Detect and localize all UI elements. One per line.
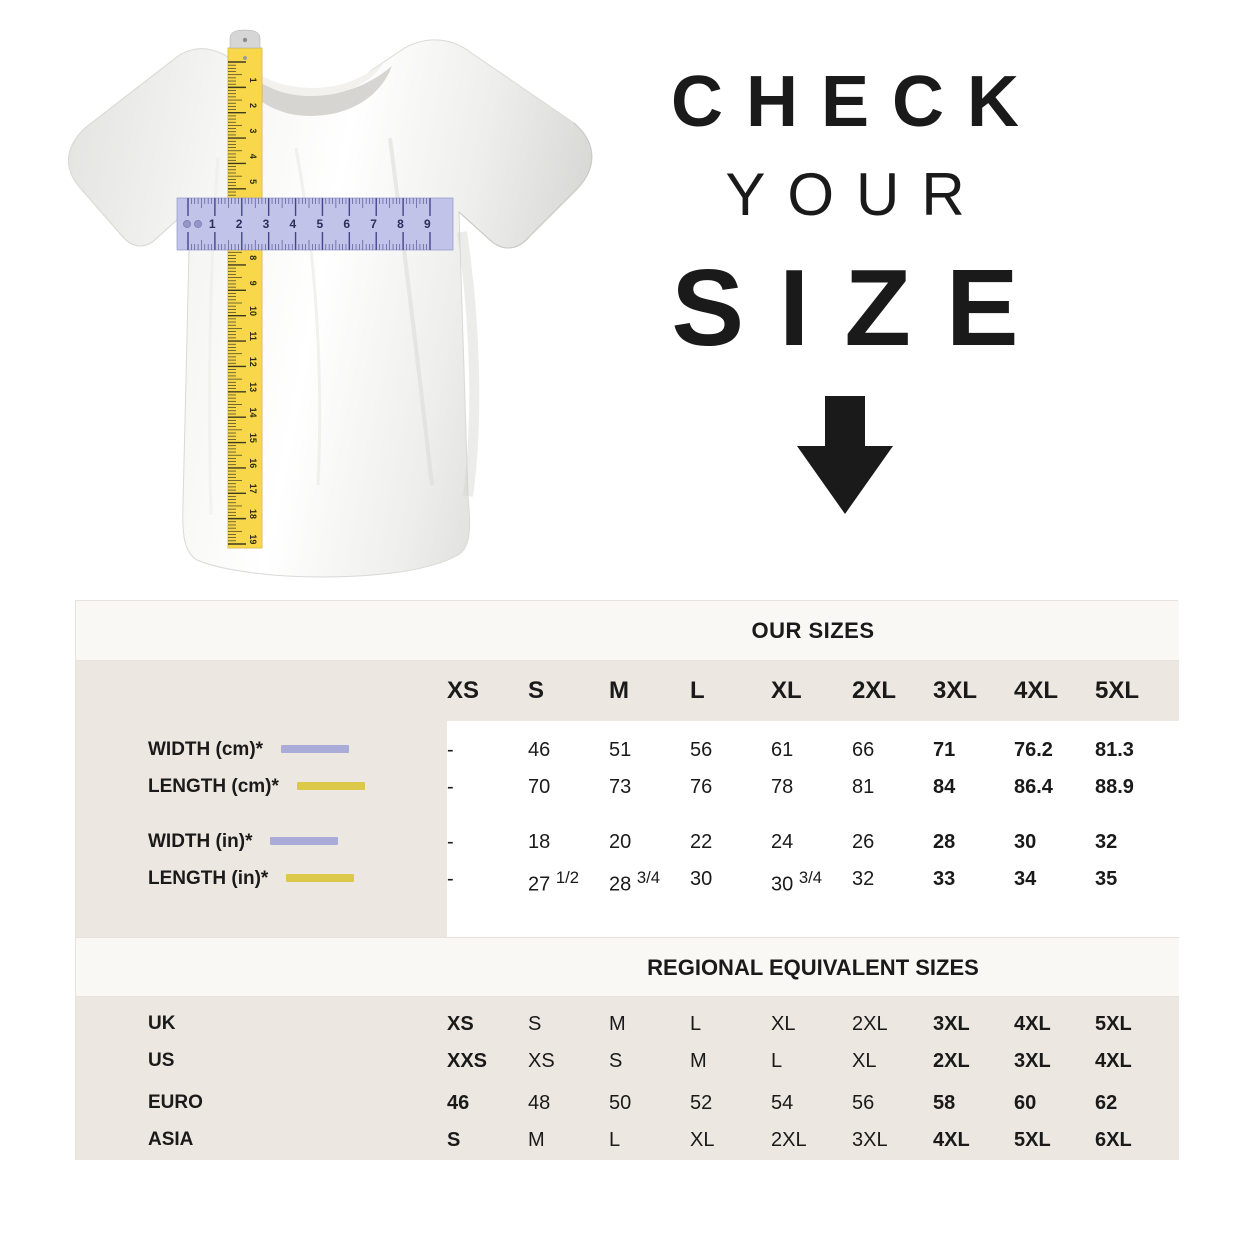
svg-text:11: 11: [248, 331, 258, 341]
svg-text:15: 15: [248, 433, 258, 443]
svg-text:19: 19: [248, 534, 258, 544]
svg-text:18: 18: [248, 509, 258, 519]
svg-text:4: 4: [248, 154, 258, 159]
svg-text:6: 6: [343, 217, 350, 231]
svg-text:1: 1: [248, 78, 258, 83]
svg-text:3: 3: [263, 217, 270, 231]
svg-text:8: 8: [248, 255, 258, 260]
svg-text:16: 16: [248, 458, 258, 468]
svg-text:9: 9: [248, 281, 258, 286]
svg-text:5: 5: [248, 179, 258, 184]
svg-text:2: 2: [248, 103, 258, 108]
svg-text:17: 17: [248, 484, 258, 494]
svg-text:9: 9: [424, 217, 431, 231]
svg-text:1: 1: [209, 217, 216, 231]
svg-text:10: 10: [248, 306, 258, 316]
svg-text:12: 12: [248, 357, 258, 367]
svg-text:5: 5: [316, 217, 323, 231]
svg-text:4: 4: [290, 217, 297, 231]
svg-text:14: 14: [248, 407, 258, 417]
svg-text:2: 2: [236, 217, 243, 231]
svg-text:3: 3: [248, 128, 258, 133]
svg-text:7: 7: [370, 217, 377, 231]
svg-text:8: 8: [397, 217, 404, 231]
svg-text:13: 13: [248, 382, 258, 392]
